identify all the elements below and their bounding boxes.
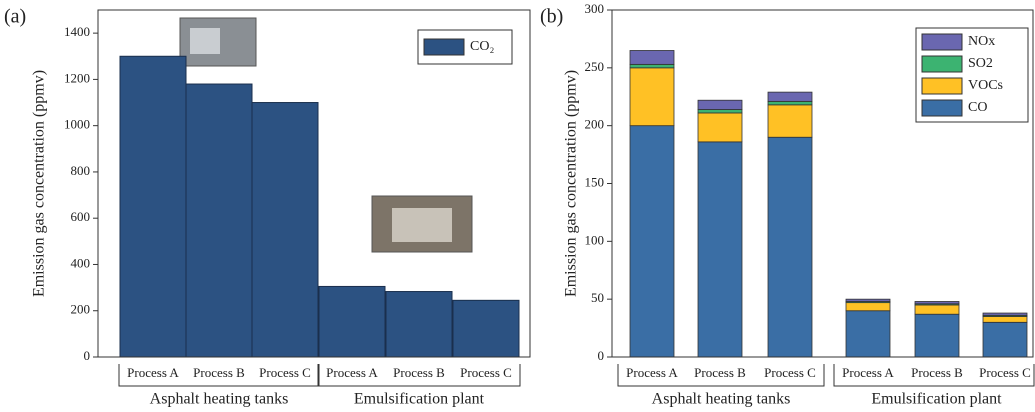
x-tick-label: Process C (460, 365, 512, 380)
bar-segment (846, 299, 890, 301)
x-tick-label: Process C (764, 365, 816, 380)
x-tick-label: Process B (193, 365, 245, 380)
y-tick-label: 600 (71, 209, 91, 224)
y-tick-label: 1200 (64, 70, 90, 85)
legend-swatch (424, 39, 464, 55)
y-tick-label: 300 (585, 1, 605, 16)
y-tick-label: 800 (71, 163, 91, 178)
y-tick-label: 100 (585, 232, 605, 247)
y-tick-label: 150 (585, 174, 605, 189)
x-tick-label: Process C (979, 365, 1031, 380)
bar-segment (768, 101, 812, 104)
group-label: Asphalt heating tanks (150, 391, 289, 408)
x-tick-label: Process C (259, 365, 311, 380)
bar-segment (768, 92, 812, 101)
x-tick-label: Process A (626, 365, 678, 380)
bar-segment (846, 311, 890, 357)
bar (386, 292, 452, 357)
x-tick-label: Process A (326, 365, 378, 380)
legend-swatch (922, 34, 962, 50)
legend-swatch (922, 78, 962, 94)
bar-segment (768, 137, 812, 357)
group-label: Emulsification plant (871, 391, 1002, 408)
bar-segment (630, 64, 674, 67)
panel-label: (a) (4, 6, 26, 28)
legend-swatch (922, 56, 962, 72)
bar-segment (698, 113, 742, 142)
y-tick-label: 200 (585, 117, 605, 132)
y-axis-label: Emission gas concentration (ppmv) (31, 70, 48, 297)
legend-label: NOx (968, 34, 995, 49)
x-tick-label: Process A (842, 365, 894, 380)
bar-segment (915, 301, 959, 303)
bar-segment (698, 142, 742, 357)
legend-label: VOCs (968, 78, 1003, 93)
bar (319, 286, 385, 357)
y-tick-label: 0 (598, 348, 605, 363)
legend-label: CO (968, 100, 987, 115)
legend-swatch (922, 100, 962, 116)
panel-label: (b) (540, 6, 563, 28)
legend-label: SO2 (968, 56, 993, 71)
bar-segment (630, 126, 674, 357)
bar-segment (915, 314, 959, 357)
bar-segment (915, 305, 959, 314)
x-tick-label: Process A (127, 365, 179, 380)
bar (252, 103, 318, 357)
x-tick-label: Process B (694, 365, 746, 380)
bar-segment (846, 303, 890, 311)
y-tick-label: 0 (84, 348, 91, 363)
figure: (a) Emission gas concentration (ppmv) 0 200… (0, 0, 1035, 412)
photo-detail (190, 28, 220, 54)
bar-segment (630, 68, 674, 126)
legend-label: CO₂ (470, 39, 494, 54)
x-tick-label: Process B (911, 365, 963, 380)
y-tick-label: 200 (71, 302, 91, 317)
bar-segment (630, 50, 674, 64)
bar-segment (768, 105, 812, 137)
y-axis-label: Emission gas concentration (ppmv) (563, 70, 580, 297)
y-tick-label: 50 (591, 290, 604, 305)
bar-segment (983, 313, 1027, 315)
photo-detail (392, 208, 452, 242)
group-label: Asphalt heating tanks (652, 391, 791, 408)
y-tick-label: 1000 (64, 117, 90, 132)
bar (453, 300, 519, 357)
x-tick-label: Process B (393, 365, 445, 380)
bar-segment (983, 317, 1027, 323)
bar-segment (983, 322, 1027, 357)
y-tick-label: 250 (585, 59, 605, 74)
bar (186, 84, 252, 357)
bar (120, 56, 186, 357)
bar-segment (698, 100, 742, 109)
y-tick-label: 400 (71, 255, 91, 270)
bar-segment (698, 109, 742, 112)
y-tick-label: 1400 (64, 24, 90, 39)
group-label: Emulsification plant (354, 391, 485, 408)
